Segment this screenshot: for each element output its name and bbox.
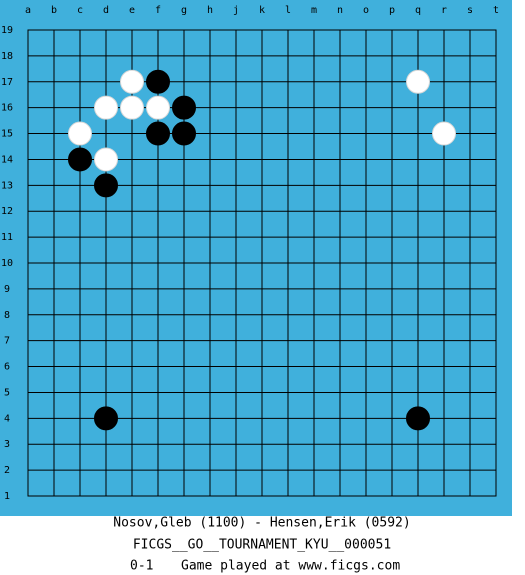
stone (146, 95, 170, 120)
stone (172, 95, 196, 120)
row-label: 12 (1, 206, 13, 217)
row-label: 7 (4, 336, 10, 347)
row-label: 13 (1, 180, 13, 191)
column-label: q (415, 5, 421, 16)
row-label: 19 (1, 25, 13, 36)
row-label: 3 (4, 439, 10, 450)
column-label: k (259, 5, 265, 16)
column-label: l (285, 5, 291, 16)
row-label: 6 (4, 362, 10, 373)
row-label: 1 (4, 491, 10, 502)
row-label: 4 (4, 413, 10, 424)
row-label: 8 (4, 310, 10, 321)
stone (406, 69, 430, 94)
result: 0-1 (130, 559, 153, 574)
column-label: d (103, 5, 109, 16)
stone (146, 69, 170, 94)
stone (68, 147, 92, 172)
stone (68, 121, 92, 146)
column-label: g (181, 5, 187, 16)
board-background (0, 0, 512, 516)
column-label: s (467, 5, 473, 16)
row-label: 17 (1, 77, 13, 88)
players: Nosov,Gleb (1100) - Hensen,Erik (0592) (113, 516, 410, 531)
column-label: m (311, 5, 317, 16)
row-label: 2 (4, 465, 10, 476)
stone (120, 69, 144, 94)
row-label: 18 (1, 51, 13, 62)
stone (172, 121, 196, 146)
stone (406, 406, 430, 431)
column-label: f (155, 5, 161, 16)
stone (94, 173, 118, 198)
row-label: 14 (1, 154, 13, 165)
stone (94, 95, 118, 120)
row-label: 10 (1, 258, 13, 269)
stone (94, 406, 118, 431)
stone (94, 147, 118, 172)
column-label: h (207, 5, 213, 16)
event: FICGS__GO__TOURNAMENT_KYU__000051 (133, 538, 391, 553)
column-label: n (337, 5, 343, 16)
stone (120, 95, 144, 120)
stone (146, 121, 170, 146)
row-label: 9 (4, 284, 10, 295)
site: Game played at www.ficgs.com (181, 559, 400, 574)
column-label: o (363, 5, 369, 16)
column-label: p (389, 5, 395, 16)
column-label: j (233, 5, 239, 16)
column-label: t (493, 5, 499, 16)
column-label: c (77, 5, 83, 16)
row-label: 11 (1, 232, 13, 243)
column-label: e (129, 5, 135, 16)
column-label: b (51, 5, 57, 16)
column-label: r (441, 5, 447, 16)
column-label: a (25, 5, 31, 16)
row-label: 16 (1, 103, 13, 114)
row-label: 5 (4, 387, 10, 398)
row-label: 15 (1, 129, 13, 140)
stone (432, 121, 456, 146)
